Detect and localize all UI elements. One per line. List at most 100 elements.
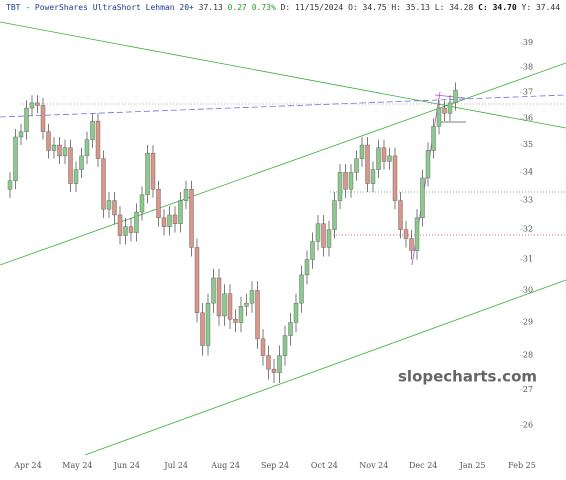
y-tick-label: 37 xyxy=(523,88,533,97)
y-tick-label: 26 xyxy=(523,421,533,430)
candle-body xyxy=(73,169,79,184)
candle-body xyxy=(24,107,29,132)
date: D: 11/15/2024 xyxy=(281,3,344,12)
candle-body xyxy=(117,214,123,236)
close-label: C: 34.70 xyxy=(478,3,517,12)
candle-body xyxy=(13,136,18,181)
change-pct: 0.73% xyxy=(252,3,276,12)
candle-body xyxy=(178,200,183,224)
candle-body xyxy=(249,290,255,304)
candle-body xyxy=(183,188,189,201)
x-tick-label: Oct 24 xyxy=(311,461,338,470)
candle-body xyxy=(211,277,216,304)
candle-body xyxy=(420,177,425,219)
candle-body xyxy=(200,312,205,346)
y-tick-label: 39 xyxy=(523,38,533,47)
candle-body xyxy=(189,188,194,248)
candle-body xyxy=(161,217,167,227)
x-tick-label: Apr 24 xyxy=(13,461,41,470)
candle-body xyxy=(7,180,13,190)
y-tick-label: 36 xyxy=(523,113,533,122)
candle-body xyxy=(403,229,409,239)
candle-body xyxy=(150,152,156,190)
candle-body xyxy=(310,241,315,260)
candle-body xyxy=(112,200,117,216)
candle-body xyxy=(392,155,398,201)
candle-body xyxy=(156,188,161,219)
y-tick-label: 38 xyxy=(523,62,533,71)
x-tick-label: May 24 xyxy=(62,461,92,470)
candle-body xyxy=(409,238,414,251)
y-tick-label: 34 xyxy=(523,167,533,176)
candle-body xyxy=(398,200,403,230)
candle-body xyxy=(172,214,178,224)
candle-body xyxy=(205,302,211,346)
header: TBT - PowerShares UltraShort Lehman 20+ … xyxy=(6,3,560,12)
candle-body xyxy=(40,105,46,132)
candle-body xyxy=(266,355,271,370)
candle-body xyxy=(123,226,128,236)
candle-body xyxy=(271,368,277,373)
candle-body xyxy=(354,158,359,173)
candle-body xyxy=(18,131,24,138)
candle-body xyxy=(315,223,321,242)
candle-body xyxy=(29,102,35,109)
candle-body xyxy=(414,217,420,251)
candle-body xyxy=(222,293,227,317)
candle-body xyxy=(387,155,392,162)
candle-body xyxy=(326,229,332,248)
watermark: slopecharts.com xyxy=(398,368,537,386)
candle-body xyxy=(35,102,40,106)
candle-body xyxy=(376,147,381,170)
candle-body xyxy=(260,338,266,356)
candle-body xyxy=(233,319,238,323)
candle-body xyxy=(145,152,150,196)
candle-body xyxy=(282,335,288,356)
candle-body xyxy=(95,120,101,159)
candle-body xyxy=(244,302,249,307)
last-price: 37.13 xyxy=(199,3,223,12)
candle-body xyxy=(79,155,84,170)
candle-body xyxy=(332,200,337,230)
candle-body xyxy=(348,172,354,190)
candle-body xyxy=(337,172,343,201)
candle-body xyxy=(381,147,387,162)
low-label: L: 34.28 xyxy=(435,3,474,12)
x-tick-label: Aug 24 xyxy=(210,461,240,470)
candle-body xyxy=(431,126,436,151)
x-tick-label: Nov 24 xyxy=(359,461,388,470)
candle-body xyxy=(46,131,51,151)
x-tick-label: Jul 24 xyxy=(163,461,188,470)
y-tick-label: 35 xyxy=(523,140,533,149)
candle-body xyxy=(442,107,447,114)
change: 0.27 xyxy=(228,3,247,12)
y-tick-label: 32 xyxy=(523,225,533,234)
candle-body xyxy=(194,247,200,313)
candle-body xyxy=(277,355,282,373)
x-tick-label: Jun 24 xyxy=(113,461,140,470)
candle-body xyxy=(436,107,442,127)
x-tick-label: Dec 24 xyxy=(409,461,437,470)
candle-body xyxy=(238,306,244,323)
candles xyxy=(7,82,458,383)
candle-body xyxy=(425,150,431,179)
candle-body xyxy=(51,144,57,151)
candle-body xyxy=(255,290,260,340)
x-tick-label: Feb 25 xyxy=(508,461,536,470)
candle-body xyxy=(216,277,222,317)
candle-body xyxy=(343,172,348,190)
candle-body xyxy=(128,226,134,233)
candle-body xyxy=(167,214,172,227)
candle-body xyxy=(68,147,73,184)
candle-body xyxy=(106,200,112,210)
candle-body xyxy=(359,144,365,159)
candle-body xyxy=(139,194,145,213)
prev-label: Y: 37.44 xyxy=(522,3,561,12)
candle-body xyxy=(288,322,293,336)
candle-body xyxy=(84,139,90,157)
candle-body xyxy=(304,259,310,276)
candle-body xyxy=(447,102,453,114)
candle-body xyxy=(370,169,376,184)
